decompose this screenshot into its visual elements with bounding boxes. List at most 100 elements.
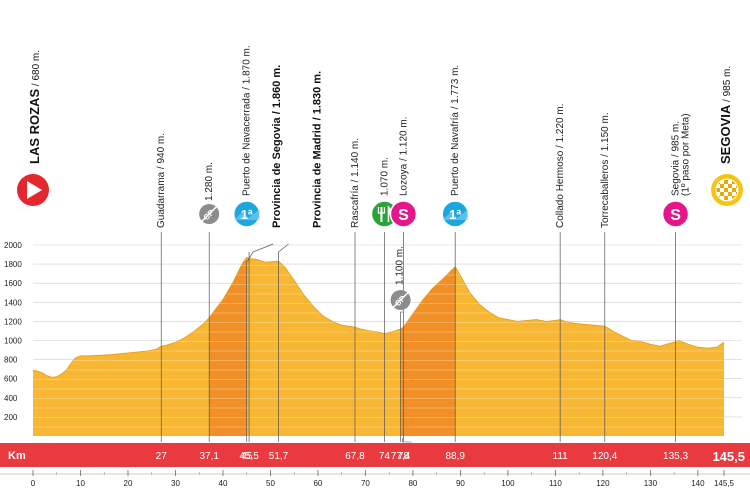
cp-slash [392,291,410,309]
km-bar-value: 111 [553,451,569,462]
x-tick-label: 40 [219,479,228,488]
km-bar-value: 74 [379,451,391,462]
climb-mountain-shape [233,209,260,220]
sprint-text: S [398,207,409,224]
connector-madrid-prov [278,243,289,253]
label-start: LAS ROZAS / 680 m. [27,50,42,164]
badge-segovia-sprint: S [661,200,690,228]
point-lines [160,232,676,443]
label-main: LAS ROZAS [27,89,42,164]
y-tick-label: 800 [4,356,18,365]
label-main: SEGOVIA [718,104,733,164]
bracket-lozoya [402,438,412,443]
climb-category-text: 1ª [241,207,253,222]
point-labels: LAS ROZAS / 680 m. Guadarrama / 940 m. 1.2… [27,45,733,285]
label-navafria: Puerto de Navafría / 1.773 m. [450,65,461,196]
y-tick-label: 1200 [4,317,22,326]
label-text-cp1: 1.280 m. [204,162,215,201]
km-bar-value: 88,9 [445,451,465,462]
x-tick-label: 70 [361,479,370,488]
label-feed: 1.070 m. [379,157,390,196]
y-tick-label: 400 [4,394,18,403]
km-bar-value: 120,4 [592,451,617,462]
x-tick-label: 30 [171,479,180,488]
km-bar-value: 77,4 [391,451,411,462]
label-text-navafria: Puerto de Navafría / 1.773 m. [450,65,461,196]
sprint-icon [389,200,418,228]
x-tick-label: 130 [644,479,658,488]
badge-navafria: 1ª [441,200,469,228]
x-tick-label: 0 [31,479,36,488]
sprint-icon [661,200,690,228]
fork-tines [377,207,386,214]
label-suffix: / 680 m. [31,50,42,89]
km-bar-value: 51,7 [269,451,289,462]
climb-highlight [400,257,456,436]
elevation-profile [32,256,725,436]
label-text-cp2: 1.100 m. [395,246,406,285]
x-tick-label: 120 [596,479,610,488]
badge-cp1: CP [199,204,220,224]
x-tick-label: 80 [408,479,417,488]
label-finish: SEGOVIA / 985 m. [718,66,733,164]
label-guadarrama: Guadarrama / 940 m. [156,133,167,228]
cp-slash [200,205,218,223]
start-arrow-glyph [27,181,42,199]
y-tick-label: 1400 [4,298,22,307]
badge-feed [370,200,399,228]
x-tick-label: 90 [456,479,465,488]
label-text-guadarrama: Guadarrama / 940 m. [156,133,167,228]
km-bar-value: 45,5 [239,451,259,462]
sprint-text: S [670,207,681,224]
label-suffix: / 985 m. [722,66,733,105]
x-tick-label: 50 [266,479,275,488]
label-text-feed: 1.070 m. [379,157,390,196]
label-text-segovia-sprint: Segovia / 985 m. [671,121,682,196]
badge-start [17,174,49,206]
x-axis: 0 10 20 30 40 50 60 70 80 90 100 110 120 130 140 145,5 [0,470,750,488]
label-text-start: LAS ROZAS / 680 m. [27,50,42,164]
point-badges: CP 1ª CP S 1ª S [17,174,743,310]
label-text-finish: SEGOVIA / 985 m. [718,66,733,164]
label-text-lozoya: Lozoya / 1.120 m. [398,117,409,197]
x-tick-label: 140 [691,479,705,488]
label-rascafria: Rascafría / 1.140 m. [350,138,361,228]
label-text-rascafria: Rascafría / 1.140 m. [350,138,361,228]
y-axis: 2000 1800 1600 1400 1200 1000 800 600 400 200 [4,241,22,422]
label-cp2: 1.100 m. [395,246,406,285]
km-bar-value: 45 [241,451,253,462]
badge-lozoya: S [389,200,418,228]
label-text-navacerrada: Puerto de Navacerrada / 1.870 m. [242,45,253,196]
climb-mountain-shape [442,209,469,220]
x-tick-label: 20 [124,479,133,488]
km-bar-final: 145,5 [712,449,745,464]
km-bar-value: 37,1 [199,451,219,462]
x-tick-label: 10 [76,479,85,488]
climb-highlight [209,257,247,436]
km-bar-value: 78 [398,451,410,462]
label-second-segovia-sprint: (1º paso por Meta) [681,113,692,196]
label-text-segovia-prov: Provincia de Segovia / 1.860 m. [271,65,283,228]
km-bar-value: 67,8 [345,451,365,462]
badge-finish [711,174,743,206]
x-tick-label: 100 [501,479,515,488]
badge-cp2: CP [390,290,411,310]
profile-area [33,257,724,436]
label-text-collado: Collado Hermoso / 1.220 m. [555,103,566,228]
label-collado: Collado Hermoso / 1.220 m. [555,103,566,228]
y-tick-label: 600 [4,375,18,384]
label-segovia-prov: Provincia de Segovia / 1.860 m. [271,65,283,228]
x-tick-label: 145,5 [714,479,735,488]
label-torrecaballeros: Torrecaballeros / 1.150 m. [600,112,611,228]
x-tick-label: 60 [313,479,322,488]
x-tick-label: 110 [549,479,562,488]
y-tick-label: 200 [4,413,18,422]
km-bar-value: 135,3 [663,451,688,462]
label-segovia-sprint: Segovia / 985 m. (1º paso por Meta) [671,113,692,196]
label-text-torrecaballeros: Torrecaballeros / 1.150 m. [600,112,611,228]
km-bar-value: 27 [156,451,168,462]
label-navacerrada: Puerto de Navacerrada / 1.870 m. [242,45,253,196]
label-text-madrid-prov: Provincia de Madrid / 1.830 m. [312,71,324,228]
